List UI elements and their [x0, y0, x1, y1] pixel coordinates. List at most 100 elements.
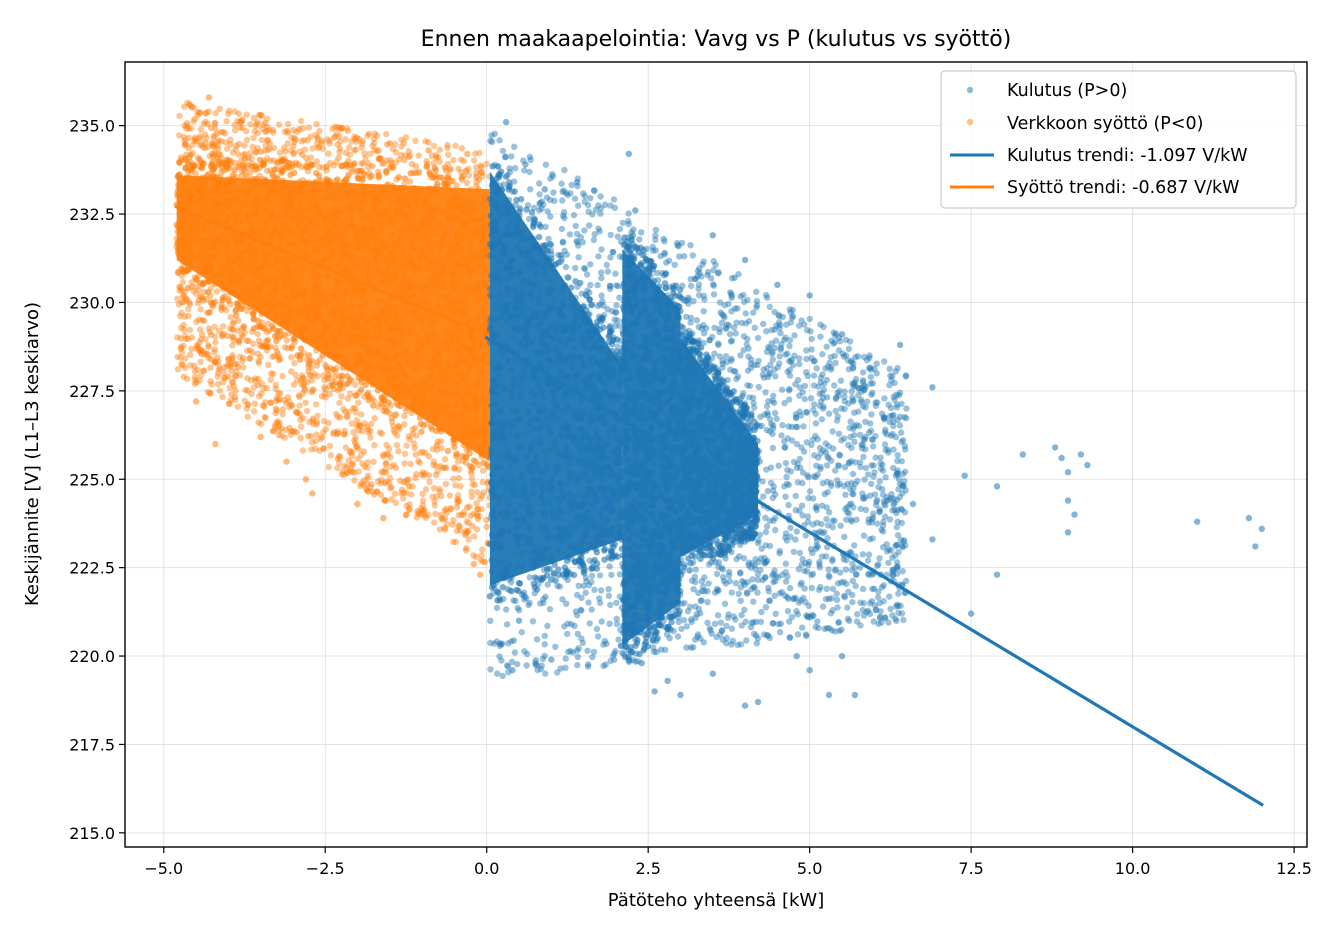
cloud-point: [284, 129, 291, 136]
cloud-point: [284, 140, 291, 147]
cloud-point: [231, 127, 239, 134]
cloud-point: [202, 131, 209, 138]
cloud-point: [296, 402, 303, 409]
dense-edge-point: [267, 211, 274, 218]
cloud-point: [211, 132, 218, 139]
cloud-point: [309, 415, 317, 422]
cloud-point: [244, 387, 251, 394]
cloud-point: [273, 407, 280, 414]
dense-edge-point: [279, 301, 287, 308]
dense-edge-point: [438, 375, 445, 383]
cloud-point: [503, 606, 510, 613]
cloud-point: [276, 149, 284, 156]
cloud-point: [227, 361, 234, 368]
cloud-point: [296, 411, 304, 418]
cloud-point: [318, 137, 325, 144]
cloud-point: [346, 468, 354, 475]
dense-edge-point: [378, 394, 386, 401]
cloud-point: [275, 432, 282, 439]
dense-edge-point: [376, 236, 383, 244]
dense-edge-point: [254, 323, 261, 330]
cloud-point: [808, 584, 816, 592]
cloud-point: [483, 160, 490, 168]
dense-edge-point: [214, 178, 221, 185]
cloud-point: [472, 150, 479, 157]
cloud-point: [587, 261, 594, 268]
cloud-point: [562, 655, 569, 662]
cloud-point: [352, 146, 360, 153]
cloud-point: [343, 469, 351, 477]
cloud-point: [392, 149, 400, 156]
cloud-point: [198, 331, 206, 338]
dense-edge-point: [289, 287, 296, 294]
cloud-point: [262, 119, 269, 127]
cloud-point: [419, 469, 426, 476]
cloud-point: [344, 414, 351, 421]
cloud-point: [232, 387, 239, 394]
cloud-point: [261, 147, 268, 154]
cloud-point: [228, 356, 235, 364]
cloud-point: [791, 332, 798, 339]
cloud-point: [383, 157, 390, 164]
cloud-point: [403, 476, 410, 483]
cloud-point: [456, 498, 463, 505]
dense-edge-point: [236, 276, 244, 283]
cloud-point: [388, 484, 395, 491]
cloud-point: [354, 455, 362, 462]
dense-edge-point: [201, 179, 208, 187]
dense-edge-point: [426, 373, 434, 380]
cloud-point: [191, 115, 198, 123]
cloud-point: [243, 128, 250, 135]
cloud-point: [762, 389, 769, 396]
cloud-point: [474, 489, 481, 496]
cloud-point: [299, 447, 307, 454]
cloud-point: [206, 390, 213, 397]
cloud-point: [896, 422, 904, 429]
cloud-point: [425, 453, 432, 460]
cloud-point: [562, 263, 570, 271]
cloud-point: [302, 154, 310, 161]
cloud-point: [823, 585, 830, 592]
cloud-point: [422, 138, 429, 145]
cloud-point: [200, 348, 207, 355]
cloud-point: [391, 490, 398, 498]
cloud-point: [596, 599, 604, 606]
cloud-point: [338, 393, 345, 400]
cloud-point: [347, 449, 354, 456]
cloud-point: [762, 604, 770, 611]
cloud-point: [319, 145, 327, 152]
cloud-point: [481, 558, 489, 566]
cloud-point: [430, 519, 438, 526]
cloud-point: [177, 344, 185, 351]
cloud-point: [494, 670, 501, 677]
cloud-point: [613, 302, 620, 309]
cloud-point: [499, 672, 506, 680]
cloud-point: [291, 138, 298, 146]
cloud-point: [241, 329, 248, 336]
cloud-point: [568, 181, 575, 189]
cloud-point: [314, 134, 321, 141]
dense-edge-point: [282, 268, 289, 275]
cloud-point: [238, 117, 246, 125]
cloud-point: [325, 419, 332, 427]
dense-edge-point: [479, 230, 486, 237]
cloud-point: [353, 443, 360, 450]
cloud-point: [867, 427, 875, 434]
cloud-point: [262, 142, 269, 149]
cloud-point: [265, 126, 273, 134]
cloud-point: [220, 330, 227, 337]
dense-edge-point: [255, 317, 262, 325]
cloud-point: [228, 333, 235, 340]
cloud-point: [899, 568, 906, 575]
cloud-point: [454, 458, 462, 465]
cloud-point: [397, 151, 405, 159]
cloud-point: [197, 135, 204, 142]
cloud-point: [373, 488, 380, 495]
cloud-point: [457, 483, 464, 490]
dense-edge-point: [366, 393, 373, 401]
dense-edge-point: [456, 434, 463, 442]
cloud-point: [487, 666, 494, 673]
dense-edge-point: [209, 254, 216, 261]
cloud-point: [187, 169, 194, 177]
cloud-point: [207, 364, 214, 371]
